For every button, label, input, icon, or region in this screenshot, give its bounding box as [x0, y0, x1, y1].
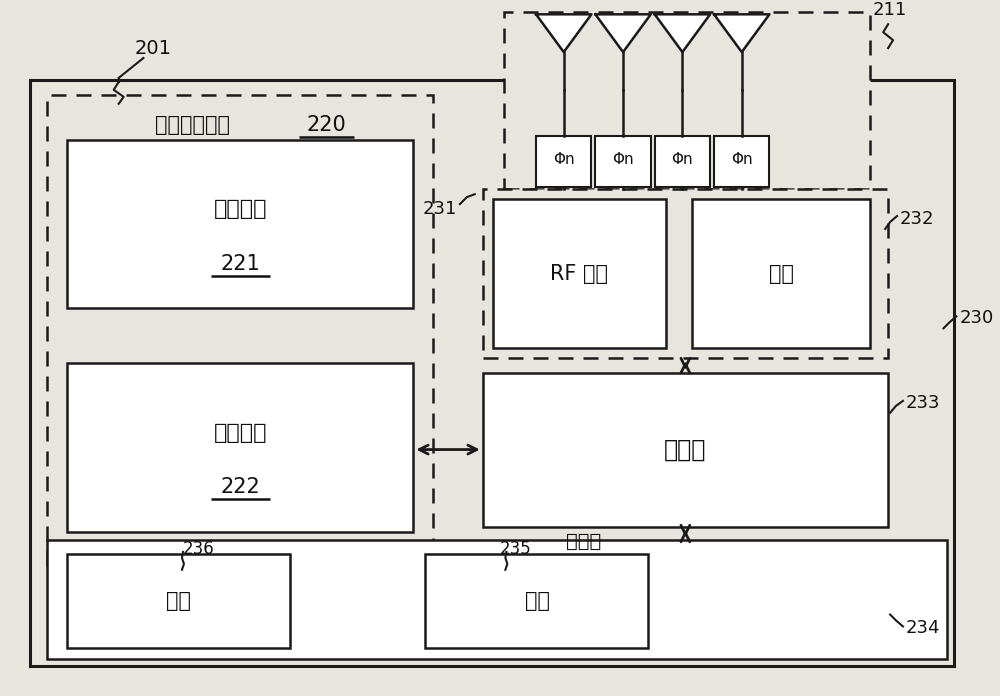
- Bar: [67, 363, 413, 532]
- Polygon shape: [714, 15, 769, 52]
- Polygon shape: [536, 15, 591, 52]
- Text: 201: 201: [135, 38, 172, 58]
- Text: 234: 234: [906, 619, 940, 638]
- Text: 存储器: 存储器: [566, 532, 601, 551]
- Text: 程序: 程序: [525, 591, 550, 610]
- Text: 233: 233: [906, 394, 940, 412]
- Text: 波束引导: 波束引导: [214, 199, 267, 219]
- Bar: [595, 136, 651, 187]
- Bar: [655, 136, 710, 187]
- Text: 235: 235: [499, 540, 531, 558]
- Text: Φn: Φn: [731, 152, 753, 167]
- Text: Φn: Φn: [553, 152, 575, 167]
- Text: 231: 231: [423, 200, 457, 218]
- Text: 221: 221: [220, 254, 260, 274]
- Text: 232: 232: [900, 210, 934, 228]
- Text: 处理器: 处理器: [664, 438, 707, 461]
- Text: Φn: Φn: [612, 152, 634, 167]
- Bar: [67, 139, 413, 308]
- Text: 211: 211: [873, 1, 907, 19]
- Bar: [692, 199, 870, 348]
- Bar: [714, 136, 769, 187]
- Bar: [47, 540, 947, 659]
- Text: 码书: 码书: [166, 591, 191, 610]
- Text: RF 模块: RF 模块: [550, 264, 608, 284]
- Text: 基频: 基频: [769, 264, 794, 284]
- Bar: [483, 189, 888, 358]
- Bar: [67, 554, 290, 648]
- Bar: [493, 199, 666, 348]
- Text: 波束形成: 波束形成: [214, 422, 267, 443]
- Text: 236: 236: [183, 540, 215, 558]
- Bar: [504, 13, 870, 189]
- Text: Φn: Φn: [672, 152, 693, 167]
- Bar: [536, 136, 591, 187]
- Bar: [483, 373, 888, 527]
- Bar: [30, 80, 954, 666]
- Bar: [425, 554, 648, 648]
- Polygon shape: [655, 15, 710, 52]
- Text: 222: 222: [220, 477, 260, 498]
- Text: 220: 220: [306, 115, 346, 134]
- Text: 波束控制电路: 波束控制电路: [155, 115, 230, 134]
- Text: 230: 230: [959, 310, 994, 327]
- Polygon shape: [595, 15, 651, 52]
- Bar: [47, 95, 433, 567]
